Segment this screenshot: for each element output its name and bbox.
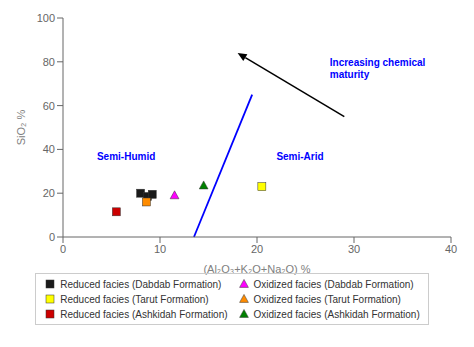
- svg-text:20: 20: [251, 243, 263, 255]
- svg-text:80: 80: [43, 56, 55, 68]
- svg-text:Increasing chemicalmaturity: Increasing chemicalmaturity: [330, 57, 426, 80]
- svg-text:100: 100: [37, 12, 55, 24]
- html-text:Reduced facies (Ashkidah Forma: Reduced facies (Ashkidah Formation): [60, 308, 228, 320]
- svg-text:60: 60: [43, 100, 55, 112]
- html-text:Reduced facies (Dabdab Formati: Reduced facies (Dabdab Formation): [60, 278, 222, 290]
- svg-text:Semi-Arid: Semi-Arid: [276, 151, 323, 162]
- svg-text:Semi-Humid: Semi-Humid: [97, 151, 155, 162]
- html-text:Oxidized facies (Dabdab Format: Oxidized facies (Dabdab Formation): [253, 278, 414, 290]
- svg-text:40: 40: [43, 143, 55, 155]
- svg-text:0: 0: [49, 231, 55, 243]
- svg-text:(Al₂O₃+K₂O+Na₂O) %: (Al₂O₃+K₂O+Na₂O) %: [203, 263, 310, 275]
- svg-text:40: 40: [445, 243, 457, 255]
- svg-text:10: 10: [154, 243, 166, 255]
- html-text:Oxidized facies (Ashkidah Form: Oxidized facies (Ashkidah Formation): [253, 308, 420, 320]
- html-text:Oxidized facies (Tarut Formati: Oxidized facies (Tarut Formation): [253, 293, 401, 305]
- html-text:Reduced facies (Tarut Formatio: Reduced facies (Tarut Formation): [60, 293, 209, 305]
- svg-text:0: 0: [60, 243, 66, 255]
- svg-text:20: 20: [43, 187, 55, 199]
- svg-text:30: 30: [348, 243, 360, 255]
- svg-text:SiO₂ %: SiO₂ %: [15, 110, 27, 146]
